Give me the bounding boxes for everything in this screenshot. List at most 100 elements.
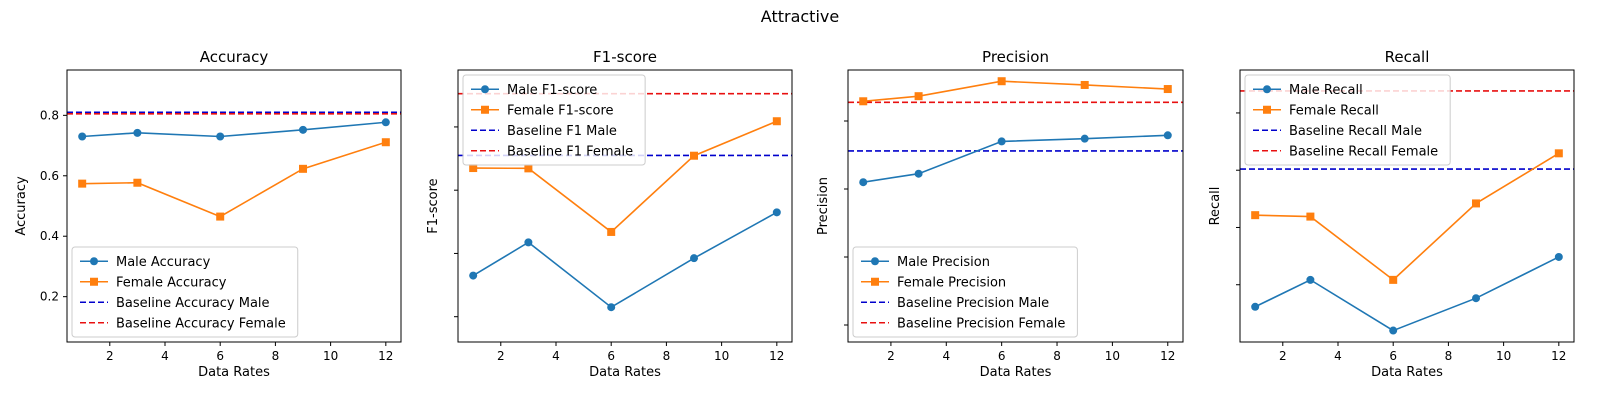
- legend: Male F1-score Female F1-score Baseline F1 …: [462, 74, 646, 166]
- data-point-female: [133, 178, 142, 187]
- axes-frame: [847, 69, 1184, 343]
- legend-box: [1244, 74, 1451, 166]
- data-point-female: [1389, 275, 1398, 284]
- legend-entry-3: Baseline Precision Male: [861, 296, 1049, 311]
- x-tick-label: 2: [1279, 349, 1287, 363]
- data-point-female: [772, 117, 781, 126]
- x-axis-label: Data Rates: [198, 365, 270, 380]
- y-axis-label: Recall: [1208, 187, 1223, 226]
- y-tick-label: 0.6: [40, 169, 59, 183]
- data-point-female: [1472, 199, 1481, 208]
- chart-title: Precision: [982, 48, 1049, 66]
- legend-entry-3: Baseline Accuracy Male: [80, 296, 270, 311]
- data-point-male: [997, 137, 1006, 146]
- legend: Male Precision Female Precision Baseline P…: [852, 246, 1078, 338]
- data-point-female: [690, 151, 699, 160]
- x-tick-label: 4: [161, 349, 169, 363]
- data-point-male: [1251, 302, 1260, 311]
- x-tick-label: 2: [106, 349, 114, 363]
- data-point-male: [1472, 294, 1481, 303]
- x-tick-label: 10: [714, 349, 729, 363]
- figure-suptitle: Attractive: [761, 7, 839, 26]
- x-tick-label: 8: [1445, 349, 1453, 363]
- x-tick-label: 2: [887, 349, 895, 363]
- data-point-female: [997, 77, 1006, 86]
- x-tick-label: 6: [607, 349, 615, 363]
- data-point-female: [1163, 85, 1172, 94]
- legend-entry-3: Baseline Recall Male: [1253, 124, 1422, 139]
- data-point-male: [299, 125, 308, 134]
- legend-label: Baseline Precision Female: [897, 316, 1065, 331]
- legend-label: Female Precision: [897, 275, 1006, 290]
- data-point-male: [216, 132, 225, 141]
- y-tick-label: 0.4: [40, 229, 59, 243]
- legend-entry-2: Female Precision: [861, 275, 1006, 290]
- x-tick-label: 8: [663, 349, 671, 363]
- x-tick-label: 12: [1551, 349, 1566, 363]
- data-point-female: [1251, 211, 1260, 220]
- legend-label: Male F1-score: [507, 83, 597, 98]
- y-axis-label: F1-score: [426, 178, 441, 233]
- axes-frame: [1239, 69, 1575, 343]
- x-tick-label: 12: [378, 349, 393, 363]
- legend-marker: [1263, 105, 1271, 114]
- data-point-male: [381, 118, 390, 127]
- data-point-female: [914, 92, 923, 101]
- x-tick-label: 6: [998, 349, 1006, 363]
- chart-panel-4: 2 4 6 8 10 12 Recall Data Rates Recall Male Recal…: [1208, 48, 1575, 380]
- data-point-male: [1080, 134, 1089, 143]
- legend-label: Female Recall: [1289, 103, 1379, 118]
- data-point-male: [914, 169, 923, 178]
- x-tick-label: 12: [769, 349, 784, 363]
- legend-label: Male Recall: [1289, 83, 1363, 98]
- legend-entry-1: Male Accuracy: [80, 255, 211, 270]
- data-point-female: [216, 212, 225, 221]
- data-point-female: [381, 138, 390, 147]
- data-point-female: [607, 227, 616, 236]
- legend-marker: [481, 85, 489, 94]
- x-tick-label: 4: [942, 349, 950, 363]
- legend-marker: [481, 105, 489, 114]
- y-tick-label: 0.2: [40, 290, 59, 304]
- chart-panel-2: 2 4 6 8 10 12 F1-score Data Rates F1-score Male F…: [426, 48, 793, 380]
- chart-title: Recall: [1385, 48, 1430, 66]
- x-tick-label: 10: [1105, 349, 1120, 363]
- data-point-female: [1554, 149, 1563, 158]
- data-point-female: [859, 97, 868, 106]
- chart-panels: 2 4 6 8 10 12 0.2 0.4 0.6 0.8 Accuracy Data Rates Ac…: [14, 48, 1575, 380]
- data-point-male: [1554, 252, 1563, 261]
- x-tick-label: 8: [272, 349, 280, 363]
- legend-label: Baseline Recall Male: [1289, 124, 1422, 139]
- x-tick-label: 6: [216, 349, 224, 363]
- legend-entry-2: Female Recall: [1253, 103, 1379, 118]
- legend-marker: [871, 277, 879, 286]
- data-point-female: [1306, 212, 1315, 221]
- legend-label: Baseline F1 Male: [507, 124, 617, 139]
- x-tick-label: 10: [323, 349, 338, 363]
- legend-entry-2: Female F1-score: [471, 103, 614, 118]
- x-axis-label: Data Rates: [980, 365, 1052, 380]
- legend-entry-4: Baseline Accuracy Female: [80, 316, 286, 331]
- legend-entry-1: Male Precision: [861, 255, 990, 270]
- legend-label: Baseline Accuracy Male: [116, 296, 270, 311]
- legend: Male Recall Female Recall Baseline Recall …: [1244, 74, 1451, 166]
- y-tick-label: 0.8: [40, 108, 59, 122]
- legend-entry-4: Baseline Recall Female: [1253, 144, 1438, 159]
- x-tick-label: 2: [497, 349, 505, 363]
- chart-panel-1: 2 4 6 8 10 12 0.2 0.4 0.6 0.8 Accuracy Data Rates Ac…: [14, 48, 402, 380]
- legend-label: Male Accuracy: [116, 255, 211, 270]
- x-tick-label: 4: [1334, 349, 1342, 363]
- data-point-female: [299, 164, 308, 173]
- data-point-male: [859, 178, 868, 187]
- data-point-female: [1080, 80, 1089, 89]
- y-axis-label: Accuracy: [14, 176, 29, 236]
- legend-label: Baseline Recall Female: [1289, 144, 1438, 159]
- data-point-male: [1163, 131, 1172, 140]
- data-point-female: [78, 179, 87, 188]
- legend-marker: [90, 277, 98, 286]
- chart-panel-3: 2 4 6 8 10 12 Precision Data Rates Precision Male…: [816, 48, 1184, 380]
- data-point-male: [1306, 275, 1315, 284]
- data-point-male: [78, 132, 87, 141]
- x-axis-label: Data Rates: [589, 365, 661, 380]
- axes-frame: [457, 69, 793, 343]
